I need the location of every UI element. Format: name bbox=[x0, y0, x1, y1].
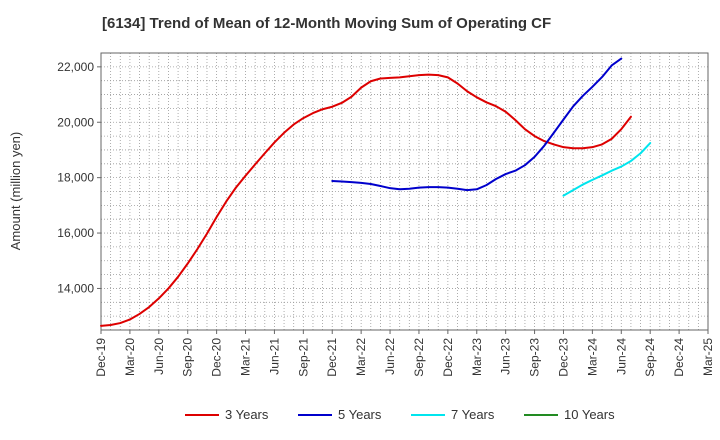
chart-title: [6134] Trend of Mean of 12-Month Moving … bbox=[102, 15, 551, 32]
y-tick-label: 16,000 bbox=[57, 226, 94, 240]
x-tick-label: Mar-22 bbox=[354, 338, 368, 376]
x-tick-label: Dec-19 bbox=[94, 338, 108, 377]
x-tick-label: Dec-20 bbox=[210, 338, 224, 377]
x-tick-label: Sep-22 bbox=[412, 338, 426, 377]
legend-label: 3 Years bbox=[225, 407, 269, 422]
plot-frame bbox=[100, 52, 709, 331]
x-tick-label: Jun-21 bbox=[267, 338, 281, 375]
series-line-7-years bbox=[562, 142, 652, 197]
legend-label: 10 Years bbox=[564, 407, 615, 422]
series-line-5-years bbox=[331, 57, 623, 192]
x-tick-label: Dec-23 bbox=[556, 338, 570, 377]
x-tick-label: Jun-22 bbox=[383, 338, 397, 375]
x-tick-label: Sep-24 bbox=[643, 338, 657, 377]
y-axis-label: Amount (million yen) bbox=[8, 132, 23, 251]
y-tick-label: 22,000 bbox=[57, 60, 94, 74]
x-tick-label: Jun-23 bbox=[499, 338, 513, 375]
x-tick-label: Dec-21 bbox=[325, 338, 339, 377]
x-tick-label: Dec-22 bbox=[441, 338, 455, 377]
x-tick-label: Sep-20 bbox=[181, 338, 195, 377]
x-tick-label: Jun-24 bbox=[614, 338, 628, 375]
y-tick-label: 20,000 bbox=[57, 115, 94, 129]
x-tick-label: Mar-20 bbox=[123, 338, 137, 376]
legend-label: 7 Years bbox=[451, 407, 495, 422]
y-tick-label: 14,000 bbox=[57, 281, 94, 295]
x-tick-label: Dec-24 bbox=[672, 338, 686, 377]
x-tick-label: Sep-23 bbox=[528, 338, 542, 377]
legend: 3 Years 5 Years 7 Years 10 Years bbox=[185, 407, 615, 422]
x-tick-label: Mar-21 bbox=[239, 338, 253, 376]
legend-label: 5 Years bbox=[338, 407, 382, 422]
x-tick-label: Jun-20 bbox=[152, 338, 166, 375]
x-tick-label: Sep-21 bbox=[296, 338, 310, 377]
x-tick-label: Mar-23 bbox=[470, 338, 484, 376]
y-tick-label: 18,000 bbox=[57, 171, 94, 185]
x-tick-label: Mar-24 bbox=[585, 338, 599, 376]
x-tick-label: Mar-25 bbox=[701, 338, 715, 376]
plot-area: 14,000 16,000 18,000 20,000 22,000 Dec-19 Mar-… bbox=[57, 52, 715, 377]
series-line-3-years bbox=[100, 73, 632, 327]
